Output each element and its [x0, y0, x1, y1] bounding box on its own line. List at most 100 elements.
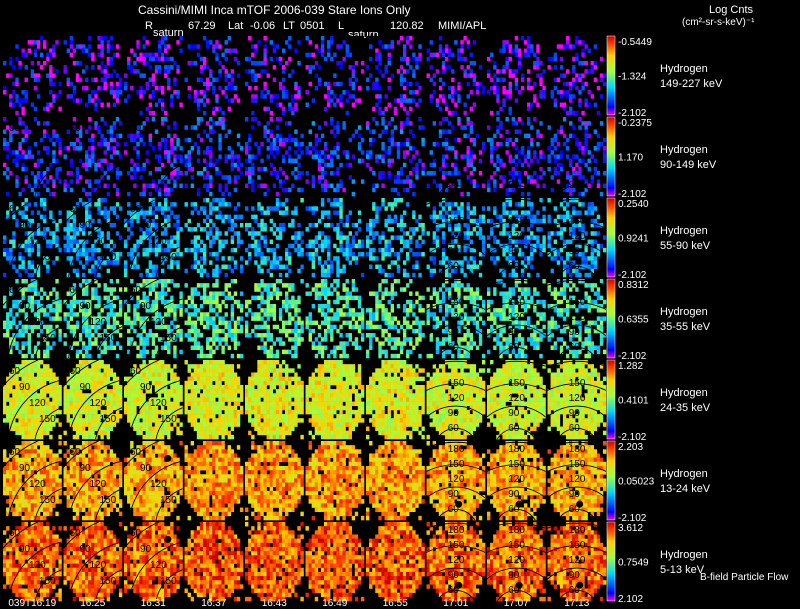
heat-cell — [145, 158, 149, 164]
heat-cell — [418, 158, 422, 164]
heat-cell — [575, 235, 579, 240]
heat-cell — [215, 52, 219, 58]
heat-cell — [527, 162, 531, 168]
heat-cell — [257, 252, 261, 257]
heat-cell — [496, 166, 500, 172]
heat-cell — [69, 171, 74, 176]
heat-cell — [91, 133, 95, 139]
heat-cell — [451, 283, 455, 288]
heat-cell — [281, 110, 286, 116]
heat-cell — [260, 299, 264, 305]
heat-cell — [148, 110, 153, 116]
heat-cell — [354, 295, 359, 301]
heat-cell — [190, 146, 195, 151]
heat-cell — [336, 121, 340, 126]
heat-cell — [351, 283, 356, 288]
heat-cell — [502, 69, 506, 74]
heat-cell — [170, 295, 174, 301]
heat-cell — [369, 247, 373, 253]
heat-cell — [463, 337, 467, 342]
heat-cell — [415, 150, 419, 155]
heat-cell — [378, 175, 382, 180]
heat-cell — [142, 328, 146, 334]
heat-cell — [3, 137, 7, 143]
heat-cell — [317, 260, 322, 265]
heat-cell — [472, 77, 477, 83]
heat-cell — [478, 260, 483, 265]
heat-cell — [69, 328, 74, 334]
heat-cell — [342, 345, 346, 350]
heat-cell — [285, 303, 289, 309]
heat-cell — [69, 36, 74, 41]
heat-cell — [136, 239, 140, 245]
heat-cell — [533, 81, 537, 87]
heat-cell — [553, 247, 558, 253]
heat-cell — [115, 94, 120, 99]
heat-cell — [308, 337, 312, 342]
heat-cell — [448, 272, 452, 278]
heat-cell — [133, 308, 137, 313]
heat-cell — [320, 243, 325, 249]
heat-cell — [556, 141, 561, 147]
heat-cell — [448, 341, 452, 346]
heat-cell — [209, 73, 213, 78]
heat-cell — [584, 125, 588, 130]
heat-cell — [184, 154, 188, 159]
heat-cell — [418, 85, 422, 91]
heat-cell — [562, 227, 567, 232]
heat-cell — [472, 316, 477, 321]
heat-cell — [272, 171, 277, 176]
heat-cell — [547, 65, 551, 70]
heat-cell — [190, 166, 195, 172]
heat-cell — [281, 158, 286, 164]
heat-cell — [97, 235, 101, 240]
heat-cell — [463, 256, 467, 261]
heat-cell — [366, 222, 370, 228]
heat-cell — [145, 52, 149, 58]
heat-cell — [469, 106, 473, 112]
heat-cell — [184, 77, 188, 83]
heat-cell — [406, 179, 410, 184]
heat-cell — [173, 77, 177, 83]
heat-cell — [52, 341, 56, 346]
heat-cell — [18, 264, 22, 269]
heat-cell — [490, 77, 494, 83]
heat-cell — [239, 353, 244, 359]
heat-cell — [245, 333, 249, 338]
heat-cell — [514, 243, 519, 249]
heat-cell — [327, 235, 331, 240]
subtitle-r-value: 67.29 — [188, 20, 216, 32]
heat-cell — [97, 227, 101, 232]
heat-cell — [227, 291, 231, 296]
heat-cell — [251, 94, 255, 99]
heat-cell — [66, 291, 70, 296]
heat-cell — [587, 166, 591, 172]
heat-cell — [218, 341, 222, 346]
heat-cell — [527, 106, 531, 112]
heat-cell — [251, 98, 255, 103]
heat-cell — [438, 121, 443, 126]
heat-cell — [88, 231, 92, 236]
heat-cell — [75, 175, 80, 180]
heat-cell — [527, 214, 531, 220]
heat-cell — [245, 141, 249, 147]
heat-cell — [215, 295, 219, 301]
heat-cell — [69, 52, 74, 58]
heat-cell — [508, 252, 512, 257]
heat-cell — [333, 210, 337, 215]
heat-cell — [18, 141, 22, 147]
heat-cell — [444, 106, 449, 112]
heat-cell — [12, 256, 16, 261]
heat-cell — [248, 231, 252, 236]
heat-cell — [469, 90, 473, 95]
heat-cell — [202, 81, 207, 87]
heat-cell — [281, 210, 286, 215]
heat-cell — [21, 222, 25, 228]
heat-cell — [438, 341, 443, 346]
heat-cell — [212, 349, 216, 355]
heat-cell — [196, 260, 201, 265]
heat-cell — [218, 231, 222, 236]
heat-cell — [457, 206, 461, 211]
heat-cell — [444, 279, 449, 284]
